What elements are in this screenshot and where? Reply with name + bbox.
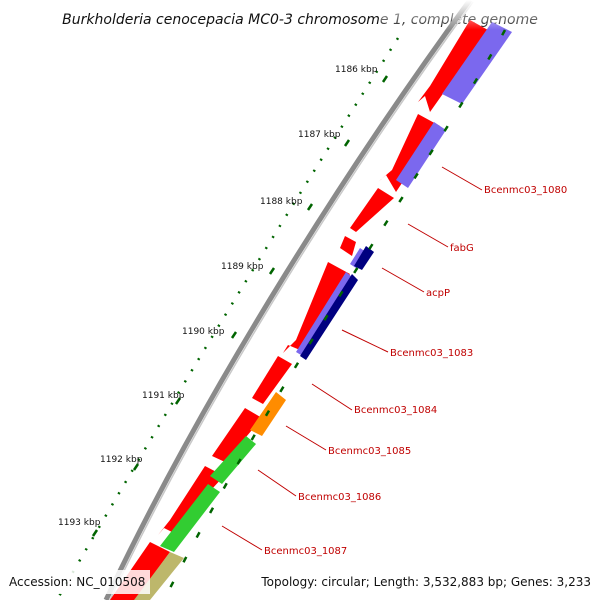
gene-arrow: [340, 236, 356, 256]
leader-line: [257, 469, 297, 497]
gene-label: fabG: [450, 243, 474, 254]
top-fade: [380, 0, 600, 30]
leader-line: [381, 267, 425, 293]
gene-label: Bcenmc03_1084: [354, 405, 437, 416]
leader-line: [311, 383, 353, 411]
scale-dotted-arc: [56, 37, 400, 599]
tick-label: 1190 kbp: [182, 327, 225, 337]
label-leaders: [221, 166, 483, 551]
tick-label: 1193 kbp: [58, 518, 101, 528]
cds-block: [354, 246, 374, 270]
scale-tick: [230, 331, 238, 339]
accession-text: Accession: NC_010508: [9, 575, 145, 589]
gene-arrow: [378, 114, 440, 192]
gene-labels: Bcenmc03_1080 fabG acpP Bcenmc03_1083 Bc…: [264, 185, 567, 557]
gene-arrow: [158, 466, 224, 535]
gene-arrow: [418, 20, 488, 112]
leader-line: [285, 425, 327, 451]
cds-block: [160, 484, 220, 552]
scale-tick: [343, 139, 351, 147]
scale-tick: [91, 529, 99, 537]
gene-track-red: [110, 20, 488, 600]
footer-right-bg: [258, 570, 600, 594]
scale-ticks: [91, 75, 389, 537]
cds-block: [210, 436, 256, 484]
scale-tick: [132, 463, 140, 471]
gene-label: Bcenmc03_1085: [328, 446, 411, 457]
scale-tick-labels: 1186 kbp 1187 kbp 1188 kbp 1189 kbp 1190…: [58, 65, 378, 528]
gene-arrow: [252, 356, 292, 404]
scale-tick: [306, 203, 314, 211]
scale-tick: [174, 397, 182, 405]
gene-arrow: [283, 262, 350, 353]
gene-label: Bcenmc03_1080: [484, 185, 567, 196]
leader-line: [221, 525, 263, 551]
tick-label: 1186 kbp: [335, 65, 378, 75]
gene-arrow: [350, 188, 394, 232]
leader-line: [341, 329, 389, 353]
cds-block: [442, 22, 512, 104]
tick-label: 1188 kbp: [260, 197, 303, 207]
genome-summary-text: Topology: circular; Length: 3,532,883 bp…: [260, 575, 591, 589]
leader-line: [441, 166, 483, 191]
chromosome-backbone: [103, 0, 473, 600]
cds-track: [134, 22, 512, 600]
cds-block: [300, 274, 358, 360]
scale-tick: [268, 267, 276, 275]
gene-label: Bcenmc03_1087: [264, 546, 347, 557]
footer-left-bg: [0, 570, 150, 594]
gene-label: Bcenmc03_1086: [298, 492, 381, 503]
tick-label: 1189 kbp: [221, 262, 264, 272]
gene-label: acpP: [426, 288, 450, 299]
tick-label: 1187 kbp: [298, 130, 341, 140]
cds-block: [396, 122, 446, 188]
tick-label: 1192 kbp: [100, 455, 143, 465]
gene-label: Bcenmc03_1083: [390, 348, 473, 359]
chromosome-backbone-highlight: [109, 1, 474, 600]
scale-tick: [381, 75, 389, 83]
leader-line: [407, 223, 449, 248]
gene-arrow: [212, 408, 262, 462]
tick-label: 1191 kbp: [142, 391, 185, 401]
